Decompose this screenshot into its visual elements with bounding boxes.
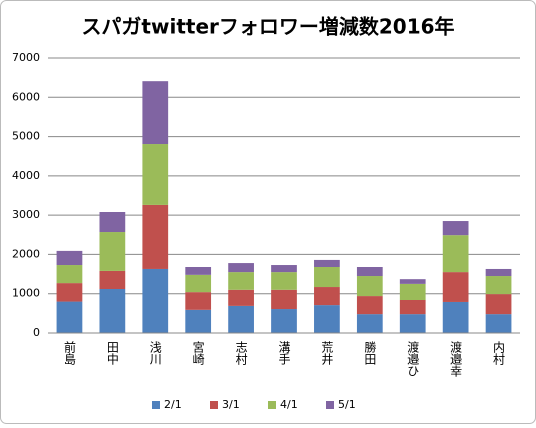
x-tick-label: 浅川 [148, 341, 162, 365]
bar-segment [271, 265, 297, 273]
y-tick-label: 3000 [12, 208, 40, 221]
legend-label: 5/1 [338, 398, 356, 411]
x-tick-label: 志村 [234, 341, 248, 365]
y-tick-label: 5000 [12, 130, 40, 143]
x-tick-label: 荒井 [320, 341, 334, 366]
legend-swatch [152, 401, 160, 409]
bar-segment [142, 81, 169, 145]
bar-segment [314, 305, 340, 333]
bar-segment [142, 144, 169, 205]
bar-segment [271, 289, 297, 310]
bar-segment [56, 283, 83, 302]
chart-title: スパガtwitterフォロワー増減数2016年 [81, 15, 454, 39]
x-tick-label: 内村 [492, 341, 506, 365]
legend-label: 2/1 [164, 398, 182, 411]
y-tick-label: 6000 [12, 90, 40, 103]
bar-segment [56, 250, 83, 266]
x-tick-label: 前島 [62, 340, 76, 366]
bar-segment [228, 289, 254, 306]
bar-segment [442, 272, 469, 302]
bar-segment [56, 301, 83, 333]
bar-segment [399, 314, 426, 333]
bar-segment [185, 274, 212, 293]
bar-segment [99, 270, 126, 289]
legend-swatch [268, 401, 276, 409]
bar-segment [228, 272, 254, 290]
legend-label: 4/1 [280, 398, 298, 411]
bar-segment [314, 259, 340, 267]
bar-segment [399, 283, 426, 300]
bar-segment [56, 265, 83, 284]
bar-segment [356, 267, 383, 277]
bar-segment [185, 267, 212, 275]
y-tick-label: 1000 [12, 287, 40, 300]
bar-segment [485, 294, 512, 315]
bar-segment [314, 267, 340, 288]
bar-segment [99, 289, 126, 333]
bar-segment [185, 292, 212, 310]
bar-segment [142, 268, 169, 333]
y-tick-label: 7000 [12, 51, 40, 64]
bar-segment [485, 314, 512, 333]
bar-segment [99, 232, 126, 271]
bar-segment [442, 221, 469, 236]
bar-segment [228, 263, 254, 273]
bar-segment [442, 235, 469, 273]
y-tick-label: 4000 [12, 169, 40, 182]
x-tick-label: 渡邉幸 [449, 340, 463, 377]
bar-segment [185, 309, 212, 333]
legend-swatch [210, 401, 218, 409]
x-tick-label: 田中 [105, 341, 119, 365]
legend-label: 3/1 [222, 398, 240, 411]
bar-segment [399, 300, 426, 315]
x-tick-label: 渡邉ひ [406, 340, 420, 377]
bar-segment [442, 301, 469, 333]
bar-segment [142, 204, 169, 269]
bar-segment [399, 279, 426, 284]
bar-segment [356, 296, 383, 315]
x-tick-label: 宮崎 [191, 340, 205, 365]
x-tick-label: 勝田 [363, 340, 377, 365]
legend-swatch [326, 401, 334, 409]
bar-segment [271, 309, 297, 333]
bar-segment [314, 287, 340, 306]
bar-segment [485, 268, 512, 277]
x-tick-label: 溝手 [277, 341, 291, 365]
bar-segment [356, 314, 383, 333]
bar-segment [228, 305, 254, 333]
bar-segment [356, 276, 383, 297]
bar-segment [271, 272, 297, 290]
bar-segment [485, 276, 512, 295]
y-tick-label: 0 [33, 326, 40, 339]
bar-segment [99, 212, 126, 233]
y-tick-label: 2000 [12, 247, 40, 260]
